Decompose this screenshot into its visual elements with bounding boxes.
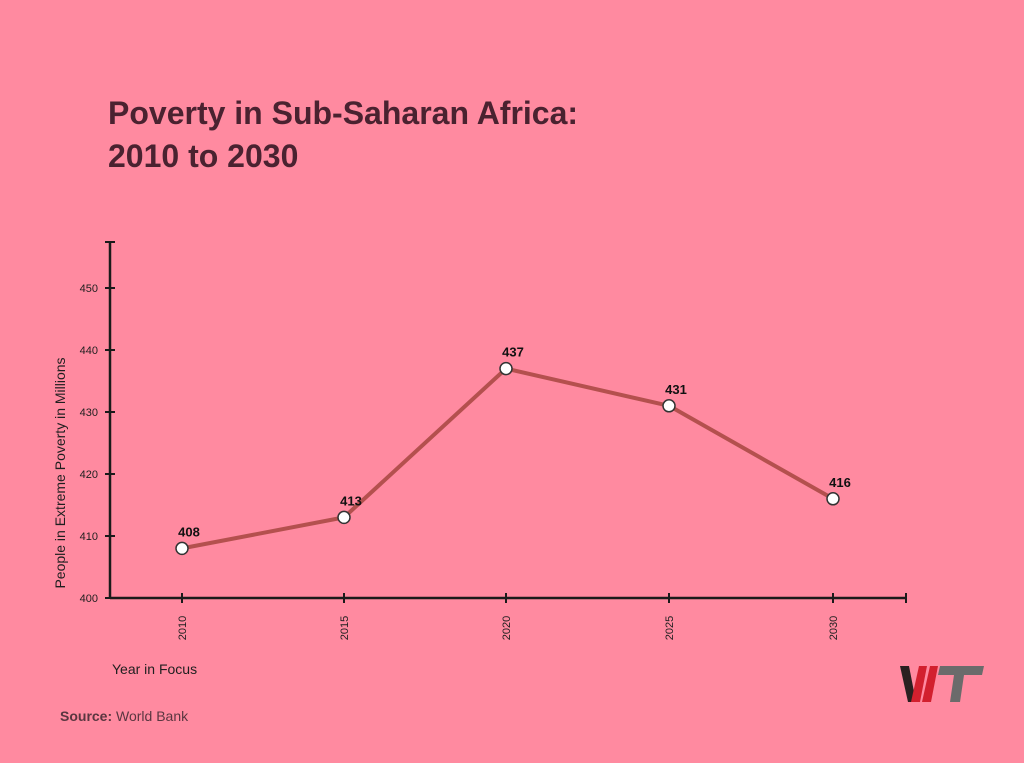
- data-point: [337, 510, 351, 525]
- source-label: Source:: [60, 708, 113, 724]
- y-tick-label: 400: [80, 593, 98, 605]
- series-layer: [175, 361, 840, 556]
- data-point: [662, 399, 676, 413]
- y-tick-label: 410: [80, 531, 98, 543]
- x-tick-label: 2010: [177, 616, 189, 640]
- x-tick-label: 2030: [828, 616, 840, 640]
- data-label: 413: [340, 493, 362, 508]
- data-label: 416: [829, 475, 851, 490]
- data-point: [175, 541, 189, 556]
- data-labels-layer: 408 413 437 431 416: [178, 345, 851, 540]
- chart-title: Poverty in Sub-Saharan Africa: 2010 to 2…: [108, 92, 578, 178]
- data-label: 431: [665, 382, 687, 397]
- y-tick-label: 430: [80, 407, 98, 419]
- data-point: [826, 492, 840, 506]
- y-tick-label: 440: [80, 345, 98, 357]
- y-tick-label: 450: [80, 283, 98, 295]
- chart-title-line-2: 2010 to 2030: [108, 138, 299, 174]
- x-axis-title: Year in Focus: [112, 661, 197, 677]
- y-axis-title: People in Extreme Poverty in Millions: [52, 357, 68, 588]
- source-text: World Bank: [116, 708, 189, 724]
- axes: [105, 241, 907, 603]
- wt-logo-icon: [900, 666, 984, 702]
- axis-ticks: 400 410 420 430 440 450 2010 2015 2020 2025 2030: [80, 283, 840, 640]
- x-tick-label: 2015: [339, 616, 351, 640]
- series-line: [180, 366, 835, 551]
- source-note: Source: World Bank: [60, 708, 188, 724]
- y-tick-label: 420: [80, 469, 98, 481]
- data-label: 437: [502, 345, 524, 360]
- x-tick-label: 2025: [664, 616, 676, 640]
- x-tick-label: 2020: [501, 616, 513, 640]
- data-point: [499, 361, 513, 376]
- chart-title-line-1: Poverty in Sub-Saharan Africa:: [108, 95, 579, 131]
- data-label: 408: [178, 524, 200, 539]
